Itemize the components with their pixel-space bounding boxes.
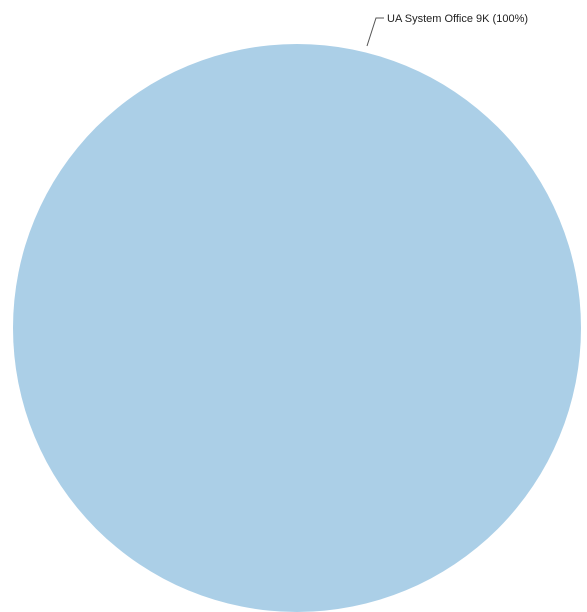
- pie-labels: UA System Office 9K (100%): [366, 13, 528, 47]
- slice-leader-line: [366, 17, 384, 47]
- pie-slice[interactable]: [13, 44, 581, 612]
- slice-label: UA System Office 9K (100%): [387, 13, 528, 25]
- pie-slices: [13, 44, 581, 612]
